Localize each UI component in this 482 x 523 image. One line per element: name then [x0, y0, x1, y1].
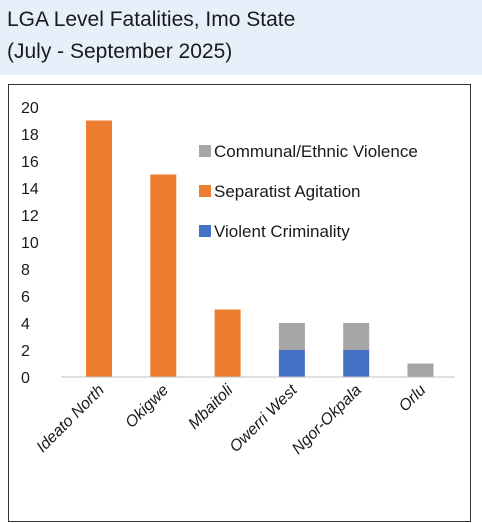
- x-tick-label-ideato-north: Ideato North: [34, 382, 108, 456]
- chart-frame: 0 2 4 6 8 10 12 14 16 18 20 Ideato North Okigwe Mbai…: [8, 84, 471, 522]
- y-tick-label: 20: [21, 100, 39, 117]
- bar-separatist-agitation-okigwe: [150, 174, 177, 377]
- legend-label-communal-ethnic-violence: Communal/Ethnic Violence: [214, 142, 418, 161]
- bar-communal-ethnic-violence-owerri-west: [278, 323, 305, 350]
- x-tick-label-okigwe: Okigwe: [122, 382, 172, 432]
- y-tick-label: 18: [21, 127, 39, 144]
- bar-communal-ethnic-violence-orlu: [407, 363, 434, 377]
- chart-title-band: LGA Level Fatalities, Imo State (July - …: [0, 0, 482, 75]
- legend-swatch-communal-ethnic-violence: [199, 145, 211, 157]
- bar-separatist-agitation-ideato-north: [86, 120, 112, 377]
- x-tick-label-mbaitoli: Mbaitoli: [185, 381, 236, 432]
- bar-violent-criminality-owerri-west: [278, 350, 305, 377]
- legend-swatch-violent-criminality: [199, 225, 211, 237]
- y-tick-label: 12: [21, 208, 39, 225]
- legend-label-violent-criminality: Violent Criminality: [214, 222, 350, 241]
- legend-swatch-separatist-agitation: [199, 185, 211, 197]
- y-tick-label: 6: [21, 289, 30, 306]
- legend: Communal/Ethnic Violence Separatist Agita…: [199, 142, 418, 241]
- x-tick-label-ngor-okpala: Ngor-Okpala: [289, 382, 365, 458]
- y-tick-label: 8: [21, 262, 30, 279]
- chart-plot: 0 2 4 6 8 10 12 14 16 18 20 Ideato North Okigwe Mbai…: [21, 100, 455, 458]
- y-tick-label: 0: [21, 370, 30, 387]
- y-tick-label: 16: [21, 154, 39, 171]
- y-tick-label: 14: [21, 181, 39, 198]
- bar-violent-criminality-ngor-okpala: [343, 350, 370, 377]
- bars: [86, 120, 434, 377]
- legend-label-separatist-agitation: Separatist Agitation: [214, 182, 360, 201]
- chart-subtitle: (July - September 2025): [7, 40, 233, 63]
- y-axis-ticks: 0 2 4 6 8 10 12 14 16 18 20: [21, 100, 39, 387]
- chart-title: LGA Level Fatalities, Imo State: [7, 8, 296, 31]
- y-tick-label: 4: [21, 316, 30, 333]
- y-tick-label: 2: [21, 343, 30, 360]
- x-tick-label-orlu: Orlu: [396, 382, 429, 415]
- bar-separatist-agitation-mbaitoli: [214, 309, 241, 377]
- bar-communal-ethnic-violence-ngor-okpala: [343, 323, 370, 350]
- y-tick-label: 10: [21, 235, 39, 252]
